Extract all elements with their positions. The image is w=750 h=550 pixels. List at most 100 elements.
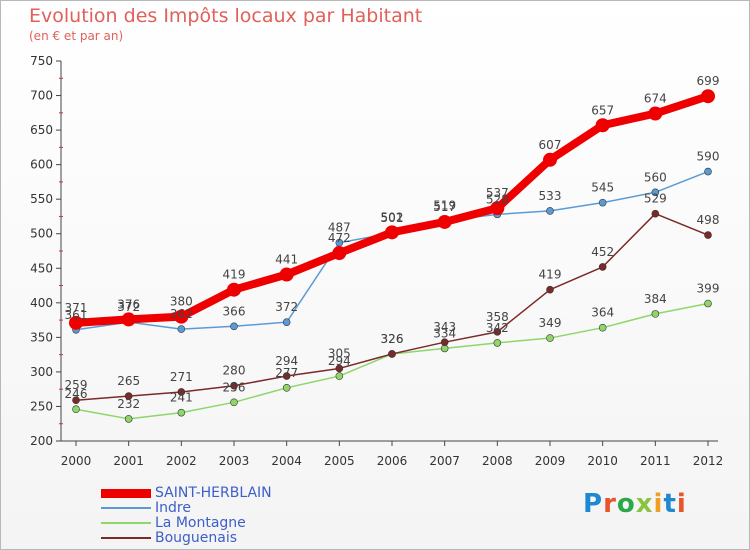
data-point-la-montagne xyxy=(546,334,554,342)
data-label-bouguenais: 305 xyxy=(328,346,351,360)
data-point-bouguenais xyxy=(704,231,712,239)
data-label-bouguenais: 452 xyxy=(591,245,614,259)
data-point-bouguenais xyxy=(230,381,238,390)
data-point-bouguenais xyxy=(493,328,502,336)
data-point-saint-herblain xyxy=(332,246,347,261)
data-point-saint-herblain xyxy=(701,89,715,104)
data-label-saint-herblain: 607 xyxy=(539,138,562,152)
data-point-saint-herblain xyxy=(543,152,557,167)
data-point-la-montagne xyxy=(598,323,607,332)
data-label-bouguenais: 271 xyxy=(170,370,193,384)
legend-item-saint-herblain: SAINT-HERBLAIN xyxy=(101,486,301,501)
data-label-indre: 533 xyxy=(539,189,562,203)
data-point-bouguenais xyxy=(598,263,607,271)
data-label-la-montagne: 326 xyxy=(381,332,404,346)
data-label-saint-herblain: 371 xyxy=(65,301,88,315)
data-label-bouguenais: 343 xyxy=(433,320,456,334)
y-tick-label: 550 xyxy=(30,192,53,206)
data-point-indre xyxy=(546,207,554,215)
data-label-la-montagne: 342 xyxy=(486,321,509,335)
y-tick-label: 700 xyxy=(30,89,53,103)
legend-swatch xyxy=(101,489,151,498)
x-tick-label: 2011 xyxy=(640,454,671,468)
data-label-la-montagne: 256 xyxy=(223,380,246,394)
legend-label: La Montagne xyxy=(155,515,246,531)
y-tick-label: 650 xyxy=(30,123,53,137)
data-label-la-montagne: 334 xyxy=(433,326,456,340)
y-tick-label: 500 xyxy=(30,227,53,241)
data-label-saint-herblain: 502 xyxy=(381,210,404,224)
data-point-la-montagne xyxy=(282,383,291,392)
data-label-la-montagne: 277 xyxy=(275,366,298,380)
data-point-la-montagne xyxy=(72,405,80,414)
data-point-la-montagne xyxy=(230,398,238,407)
x-tick-label: 2005 xyxy=(324,454,355,468)
data-label-indre: 361 xyxy=(65,308,88,322)
data-label-indre: 590 xyxy=(697,150,720,164)
y-tick-label: 450 xyxy=(30,261,53,275)
data-point-la-montagne xyxy=(704,299,712,308)
data-label-bouguenais: 294 xyxy=(275,354,298,368)
data-label-saint-herblain: 441 xyxy=(275,252,298,266)
data-label-bouguenais: 529 xyxy=(644,192,667,206)
x-tick-label: 2012 xyxy=(693,454,724,468)
data-point-saint-herblain xyxy=(437,214,452,229)
x-tick-label: 2008 xyxy=(482,454,513,468)
data-label-bouguenais: 498 xyxy=(697,213,720,227)
data-label-bouguenais: 419 xyxy=(539,268,562,282)
data-label-la-montagne: 294 xyxy=(328,354,351,368)
data-label-saint-herblain: 472 xyxy=(328,231,351,245)
data-point-bouguenais xyxy=(72,396,80,405)
data-point-la-montagne xyxy=(177,408,186,417)
data-point-bouguenais xyxy=(546,285,554,294)
data-label-bouguenais: 326 xyxy=(381,332,404,346)
data-point-saint-herblain xyxy=(595,118,610,133)
data-label-indre: 362 xyxy=(170,307,193,321)
data-label-saint-herblain: 657 xyxy=(591,103,614,117)
data-point-bouguenais xyxy=(124,392,133,400)
x-tick-label: 2006 xyxy=(377,454,408,468)
data-label-la-montagne: 364 xyxy=(591,306,614,320)
data-label-indre: 366 xyxy=(223,304,246,318)
legend-label: Bouguenais xyxy=(155,530,238,546)
y-tick-label: 400 xyxy=(30,296,53,310)
data-point-saint-herblain xyxy=(385,225,399,240)
data-point-saint-herblain xyxy=(279,267,294,282)
x-tick-label: 2007 xyxy=(429,454,460,468)
x-tick-label: 2002 xyxy=(166,454,197,468)
data-label-saint-herblain: 699 xyxy=(697,74,720,88)
y-tick-label: 600 xyxy=(30,158,53,172)
data-label-saint-herblain: 674 xyxy=(644,92,667,106)
data-label-la-montagne: 384 xyxy=(644,292,667,306)
y-tick-label: 250 xyxy=(30,399,53,413)
data-label-indre: 560 xyxy=(644,170,667,184)
legend-item-la-montagne: La Montagne xyxy=(101,516,301,531)
chart-subtitle: (en € et par an) xyxy=(29,29,124,43)
data-point-saint-herblain xyxy=(490,201,505,216)
data-label-saint-herblain: 376 xyxy=(117,297,140,311)
legend-item-indre: Indre xyxy=(101,501,301,516)
data-label-bouguenais: 358 xyxy=(486,310,509,324)
data-point-indre xyxy=(230,322,238,331)
data-point-saint-herblain xyxy=(121,312,136,327)
data-label-saint-herblain: 517 xyxy=(433,200,456,214)
data-point-bouguenais xyxy=(282,372,291,380)
y-tick-label: 750 xyxy=(30,54,53,68)
data-label-indre: 519 xyxy=(433,199,456,213)
data-label-indre: 372 xyxy=(275,300,298,314)
proxiti-logo: Proxiti xyxy=(583,489,687,519)
data-label-saint-herblain: 537 xyxy=(486,186,509,200)
data-point-indre xyxy=(598,198,607,207)
data-label-indre: 528 xyxy=(486,192,509,206)
data-label-la-montagne: 349 xyxy=(539,316,562,330)
data-label-indre: 501 xyxy=(381,211,404,225)
data-label-la-montagne: 399 xyxy=(697,282,720,296)
data-point-indre xyxy=(177,325,186,333)
data-point-saint-herblain xyxy=(69,315,83,330)
data-point-la-montagne xyxy=(493,339,502,347)
legend-item-bouguenais: Bouguenais xyxy=(101,531,301,546)
legend-swatch xyxy=(101,522,151,524)
y-tick-label: 200 xyxy=(30,434,53,448)
data-label-indre: 372 xyxy=(117,300,140,314)
